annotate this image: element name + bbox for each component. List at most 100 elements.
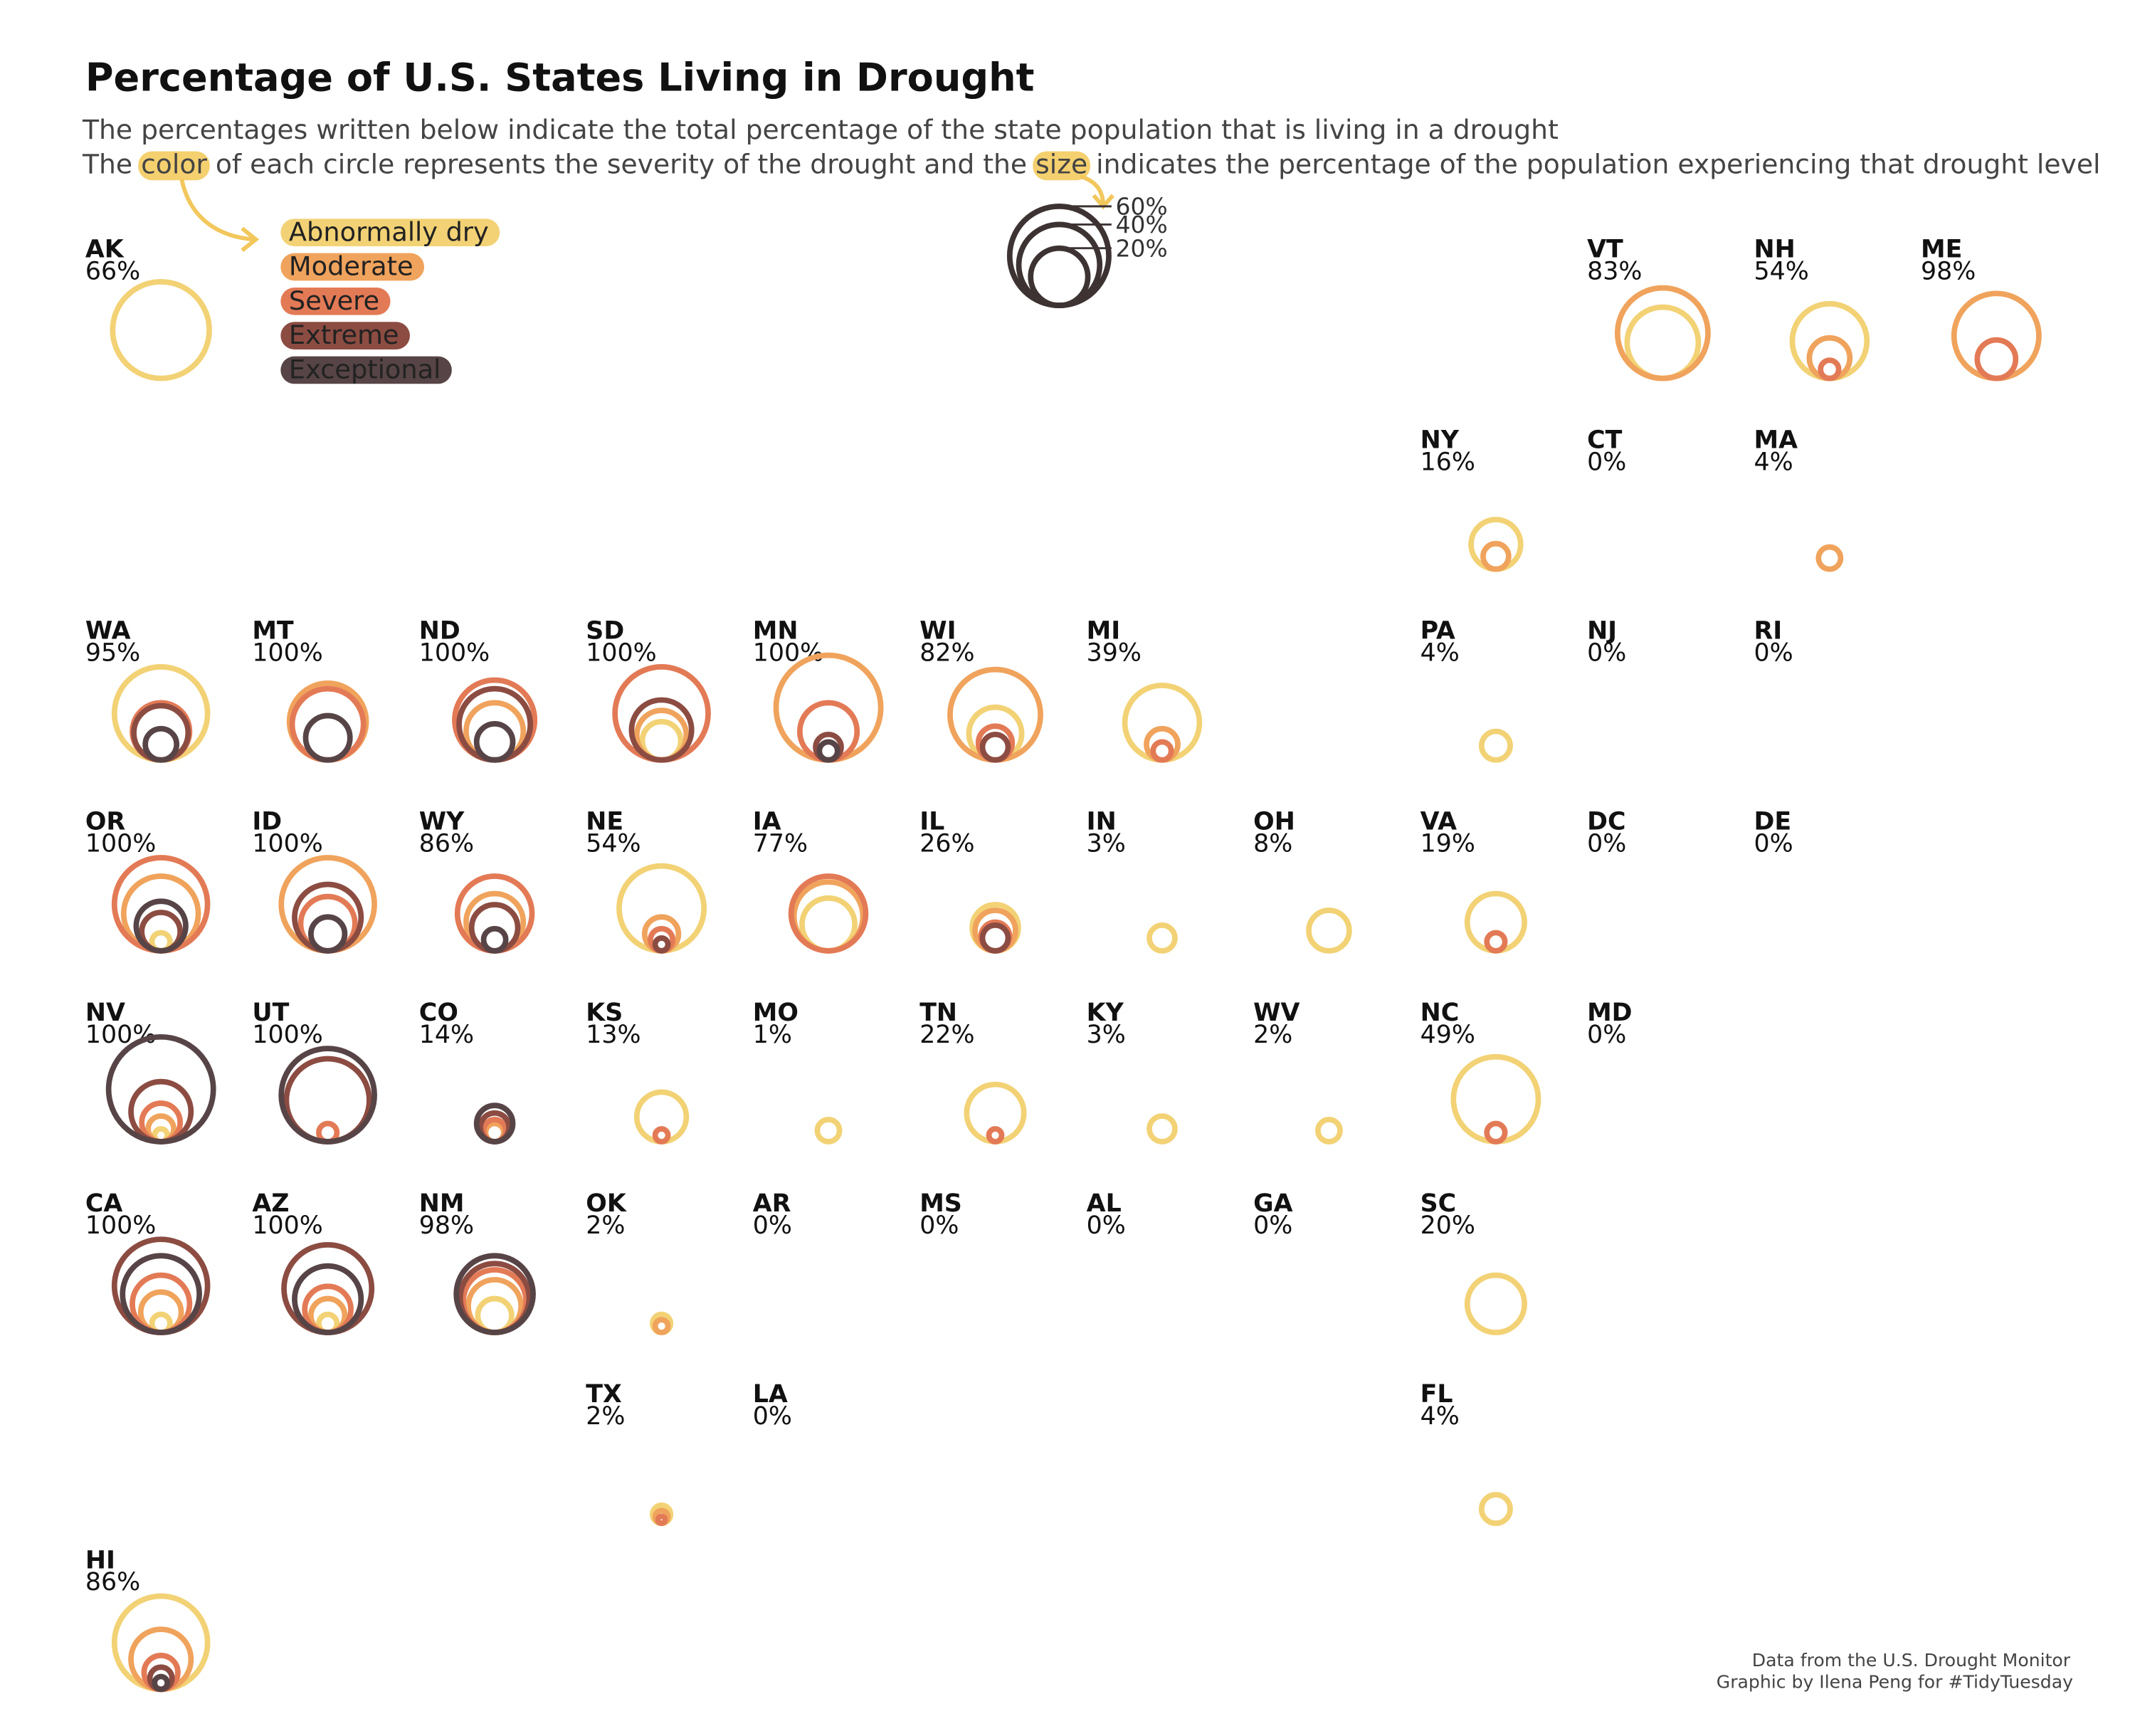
drought-circle	[979, 922, 1011, 954]
state-total: 26%	[919, 830, 974, 858]
state-abbr: CA	[85, 1189, 123, 1218]
drought-circle	[111, 855, 211, 954]
drought-circle	[612, 664, 711, 763]
drought-circle	[480, 925, 509, 954]
state-abbr: CO	[419, 999, 458, 1027]
state-total: 54%	[586, 830, 640, 858]
state-abbr: CT	[1587, 426, 1623, 455]
arrow	[179, 178, 253, 242]
state-abbr: OK	[586, 1189, 627, 1218]
state-total: 0%	[1587, 639, 1626, 668]
state-total: 4%	[1420, 639, 1460, 668]
legend-swatch	[280, 219, 500, 246]
drought-circle	[152, 1673, 171, 1693]
tiles: AK66%VT83%NH54%ME98%NY16%CT0%MA4%WA95%MT…	[85, 235, 2042, 1693]
drought-circle	[1480, 540, 1512, 572]
state-total: 2%	[586, 1402, 625, 1431]
state-tile: MD0%	[1587, 999, 1632, 1049]
drought-circle	[796, 700, 860, 763]
state-abbr: GA	[1253, 1189, 1293, 1218]
state-total: 0%	[1754, 830, 1793, 858]
state-abbr: NM	[419, 1189, 465, 1218]
subtitle-segment: color	[141, 149, 207, 180]
state-total: 3%	[1087, 1021, 1126, 1049]
state-tile: RI0%	[1754, 617, 1793, 668]
state-abbr: PA	[1420, 617, 1455, 646]
state-total: 0%	[1253, 1211, 1292, 1240]
drought-circle	[278, 1046, 377, 1145]
state-total: 13%	[586, 1021, 640, 1049]
size-legend-label: 40%	[1116, 211, 1168, 238]
drought-circle	[1951, 290, 2042, 382]
state-tile: OK2%	[586, 1189, 674, 1335]
state-total: 100%	[252, 1021, 322, 1049]
state-total: 20%	[1420, 1211, 1475, 1240]
state-tile: KY3%	[1087, 999, 1178, 1145]
drought-circle	[453, 1253, 536, 1335]
state-abbr: NV	[85, 999, 125, 1027]
state-abbr: WA	[85, 617, 131, 646]
state-abbr: ME	[1921, 235, 1962, 263]
drought-circle	[1450, 1053, 1541, 1145]
state-total: 4%	[1420, 1402, 1460, 1431]
drought-circle	[128, 1078, 194, 1145]
state-total: 82%	[919, 639, 974, 668]
drought-circle	[1478, 1492, 1513, 1527]
state-tile: LA0%	[753, 1380, 792, 1431]
drought-circle	[308, 914, 348, 954]
state-tile: OH8%	[1253, 808, 1352, 954]
state-total: 3%	[1087, 830, 1126, 858]
state-total: 39%	[1087, 639, 1142, 668]
drought-circle	[964, 1081, 1027, 1145]
state-abbr: HI	[85, 1546, 115, 1574]
drought-circle	[1150, 739, 1174, 763]
drought-circle	[633, 1089, 690, 1145]
state-abbr: SC	[1420, 1189, 1457, 1218]
legend-label: Severe	[289, 285, 379, 316]
state-tile: AR0%	[753, 1189, 792, 1240]
state-tile: PA4%	[1420, 617, 1513, 763]
state-abbr: MA	[1754, 426, 1798, 455]
state-tile: IN3%	[1087, 808, 1178, 954]
state-total: 8%	[1253, 830, 1292, 858]
state-abbr: FL	[1420, 1380, 1453, 1409]
state-tile: DE0%	[1754, 808, 1793, 858]
state-abbr: UT	[252, 999, 289, 1027]
state-abbr: VA	[1420, 808, 1457, 836]
state-total: 16%	[1420, 448, 1475, 476]
state-tile: MA4%	[1754, 426, 1844, 572]
state-abbr: MI	[1087, 617, 1121, 646]
state-abbr: RI	[1754, 617, 1783, 646]
drought-circle	[131, 703, 191, 763]
state-tile: TX2%	[586, 1380, 674, 1527]
state-total: 95%	[85, 639, 140, 668]
state-total: 2%	[1253, 1021, 1292, 1049]
state-abbr: AZ	[252, 1189, 289, 1218]
state-tile: MO1%	[753, 999, 843, 1145]
state-abbr: SD	[586, 617, 624, 646]
chart-title: Percentage of U.S. States Living in Drou…	[85, 56, 1035, 100]
state-total: 98%	[419, 1211, 474, 1240]
state-abbr: AR	[753, 1189, 791, 1218]
state-abbr: DC	[1587, 808, 1625, 836]
state-abbr: AL	[1087, 1189, 1122, 1218]
drought-circle	[1146, 1113, 1178, 1145]
state-abbr: KY	[1087, 999, 1124, 1027]
state-tile: NJ0%	[1587, 617, 1626, 668]
drought-circle	[105, 1033, 216, 1145]
state-abbr: IN	[1087, 808, 1117, 836]
